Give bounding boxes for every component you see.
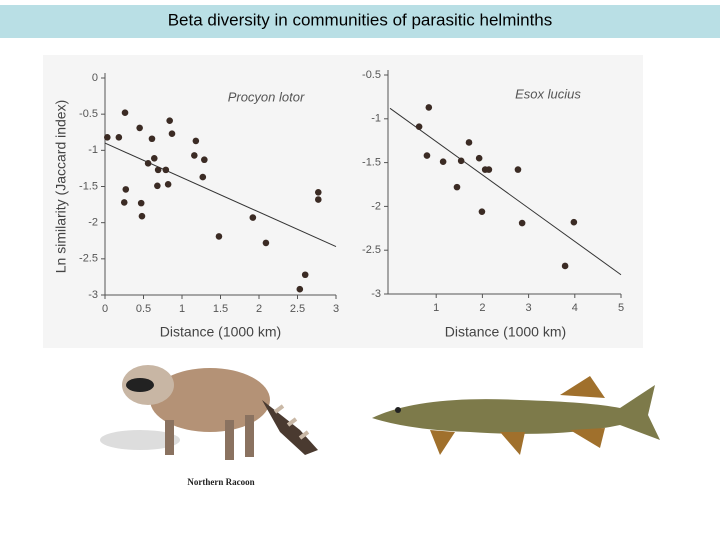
point bbox=[570, 218, 578, 226]
x-tick-label: 5 bbox=[618, 302, 624, 314]
point bbox=[465, 139, 473, 146]
point bbox=[314, 188, 322, 196]
x-axis-label: Distance (1000 km) bbox=[160, 324, 281, 340]
point bbox=[478, 208, 486, 215]
point bbox=[475, 154, 483, 162]
point bbox=[415, 123, 423, 130]
point bbox=[136, 124, 143, 132]
y-tick-label: 0 bbox=[92, 72, 98, 84]
point bbox=[166, 117, 173, 124]
y-tick-label: -0.5 bbox=[79, 108, 98, 120]
y-tick-label: -1.5 bbox=[362, 157, 381, 169]
point bbox=[150, 154, 158, 162]
point bbox=[485, 166, 493, 173]
point bbox=[453, 183, 461, 191]
y-tick-label: -2 bbox=[88, 217, 98, 229]
point bbox=[457, 157, 465, 165]
trend-line bbox=[104, 142, 337, 247]
x-tick-label: 0.5 bbox=[136, 303, 151, 315]
point bbox=[191, 152, 198, 159]
point bbox=[162, 166, 170, 174]
slide-title: Beta diversity in communities of parasit… bbox=[168, 10, 553, 29]
point bbox=[561, 262, 569, 270]
image-caption: Northern Racoon bbox=[187, 477, 254, 487]
point bbox=[121, 109, 129, 117]
x-tick-label: 3 bbox=[526, 302, 532, 314]
point bbox=[164, 181, 172, 188]
y-tick-label: -2.5 bbox=[362, 244, 381, 256]
point bbox=[215, 233, 223, 240]
y-axis-label: Ln similarity (Jaccard index) bbox=[53, 100, 69, 274]
point bbox=[199, 173, 207, 181]
x-tick-label: 3 bbox=[333, 303, 339, 315]
y-tick-label: -1 bbox=[371, 113, 381, 125]
y-tick-label: -1 bbox=[88, 144, 98, 156]
point bbox=[154, 166, 162, 174]
point bbox=[423, 152, 431, 159]
point bbox=[144, 160, 152, 167]
trend-line bbox=[389, 107, 622, 276]
point bbox=[314, 196, 322, 203]
point bbox=[154, 182, 161, 190]
x-axis-label: Distance (1000 km) bbox=[445, 324, 566, 340]
x-tick-label: 2 bbox=[479, 302, 485, 314]
y-tick-label: -1.5 bbox=[79, 180, 98, 192]
y-tick-label: -2.5 bbox=[79, 253, 98, 265]
point bbox=[201, 156, 208, 164]
point bbox=[439, 158, 447, 166]
point bbox=[168, 130, 176, 137]
x-tick-label: 1 bbox=[179, 303, 185, 315]
x-tick-label: 2.5 bbox=[290, 303, 305, 315]
point bbox=[518, 219, 526, 227]
point bbox=[249, 214, 257, 221]
point bbox=[104, 134, 111, 141]
y-tick-label: -3 bbox=[371, 288, 381, 300]
plot-title: Procyon lotor bbox=[228, 89, 305, 104]
y-tick-label: -2 bbox=[371, 200, 381, 212]
title-band bbox=[0, 5, 720, 38]
point bbox=[192, 137, 200, 145]
point bbox=[425, 104, 433, 111]
x-tick-label: 2 bbox=[256, 303, 262, 315]
charts: 0 -0.5 -1 -1.5 -2 -2.5 -3 0 0.5 1 1.5 2 2.5 3 Procyon … bbox=[53, 69, 624, 340]
x-tick-label: 0 bbox=[102, 303, 108, 315]
point bbox=[115, 134, 123, 141]
plot-title: Esox lucius bbox=[515, 86, 581, 101]
point bbox=[301, 271, 309, 279]
point bbox=[122, 186, 130, 193]
point bbox=[514, 166, 522, 173]
point bbox=[120, 199, 128, 206]
y-tick-label: -3 bbox=[88, 289, 98, 301]
point bbox=[296, 285, 304, 293]
point bbox=[137, 199, 145, 207]
y-tick-label: -0.5 bbox=[362, 69, 381, 81]
point bbox=[138, 212, 146, 220]
point bbox=[148, 135, 156, 143]
x-tick-label: 4 bbox=[572, 302, 578, 314]
pike-image bbox=[372, 376, 660, 455]
point bbox=[262, 239, 270, 247]
raccoon-image bbox=[100, 365, 318, 460]
x-tick-label: 1.5 bbox=[213, 303, 228, 315]
x-tick-label: 1 bbox=[433, 302, 439, 314]
